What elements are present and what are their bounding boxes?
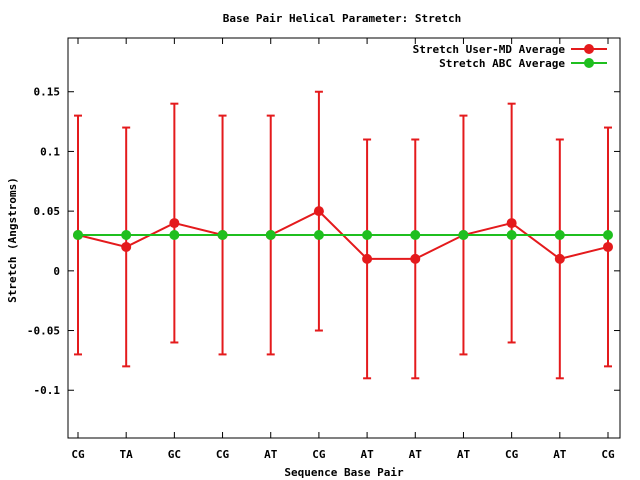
- x-tick-label: CG: [216, 448, 230, 461]
- x-axis: CG TA GC CG AT CG AT AT AT CG AT CG: [71, 38, 615, 461]
- x-tick-label: AT: [457, 448, 471, 461]
- data-point: [554, 253, 565, 264]
- y-tick-label: 0.15: [34, 86, 61, 99]
- data-point: [554, 230, 565, 241]
- data-point: [313, 230, 324, 241]
- data-point: [410, 230, 421, 241]
- y-axis-label: Stretch (Angstroms): [6, 177, 19, 303]
- legend-label: Stretch User-MD Average: [413, 43, 566, 56]
- data-point: [458, 230, 469, 241]
- y-axis: -0.1 -0.05 0 0.05 0.1 0.15: [27, 86, 620, 397]
- legend-swatch-marker: [584, 58, 594, 68]
- x-tick-label: CG: [312, 448, 326, 461]
- x-tick-label: CG: [71, 448, 85, 461]
- data-point: [506, 230, 517, 241]
- x-tick-label: AT: [264, 448, 278, 461]
- data-point: [313, 206, 324, 217]
- y-tick-label: -0.1: [34, 384, 61, 397]
- data-point: [169, 218, 180, 229]
- data-point: [121, 230, 132, 241]
- x-tick-label: AT: [409, 448, 423, 461]
- y-tick-label: 0.1: [40, 145, 60, 158]
- data-point: [217, 230, 228, 241]
- x-tick-label: AT: [553, 448, 567, 461]
- data-point: [121, 241, 132, 252]
- data-point: [506, 218, 517, 229]
- data-point: [603, 230, 613, 241]
- x-tick-label: CG: [505, 448, 519, 461]
- data-point: [410, 253, 421, 264]
- data-point: [265, 230, 276, 241]
- x-tick-label: AT: [360, 448, 374, 461]
- x-tick-label: CG: [601, 448, 615, 461]
- legend-swatch-marker: [584, 44, 594, 54]
- x-axis-label: Sequence Base Pair: [284, 466, 404, 479]
- series-layer: [73, 90, 613, 380]
- data-point: [169, 230, 180, 241]
- y-tick-label: -0.05: [27, 325, 60, 338]
- y-tick-label: 0: [53, 265, 60, 278]
- x-tick-label: GC: [168, 448, 181, 461]
- series-2: [73, 230, 613, 241]
- data-point: [362, 230, 373, 241]
- data-point: [362, 253, 373, 264]
- legend-label: Stretch ABC Average: [439, 57, 565, 70]
- chart-title: Base Pair Helical Parameter: Stretch: [223, 12, 461, 25]
- data-point: [73, 230, 83, 241]
- y-tick-label: 0.05: [34, 205, 61, 218]
- plot-frame: [67, 37, 621, 439]
- x-tick-label: TA: [120, 448, 134, 461]
- data-point: [603, 241, 613, 252]
